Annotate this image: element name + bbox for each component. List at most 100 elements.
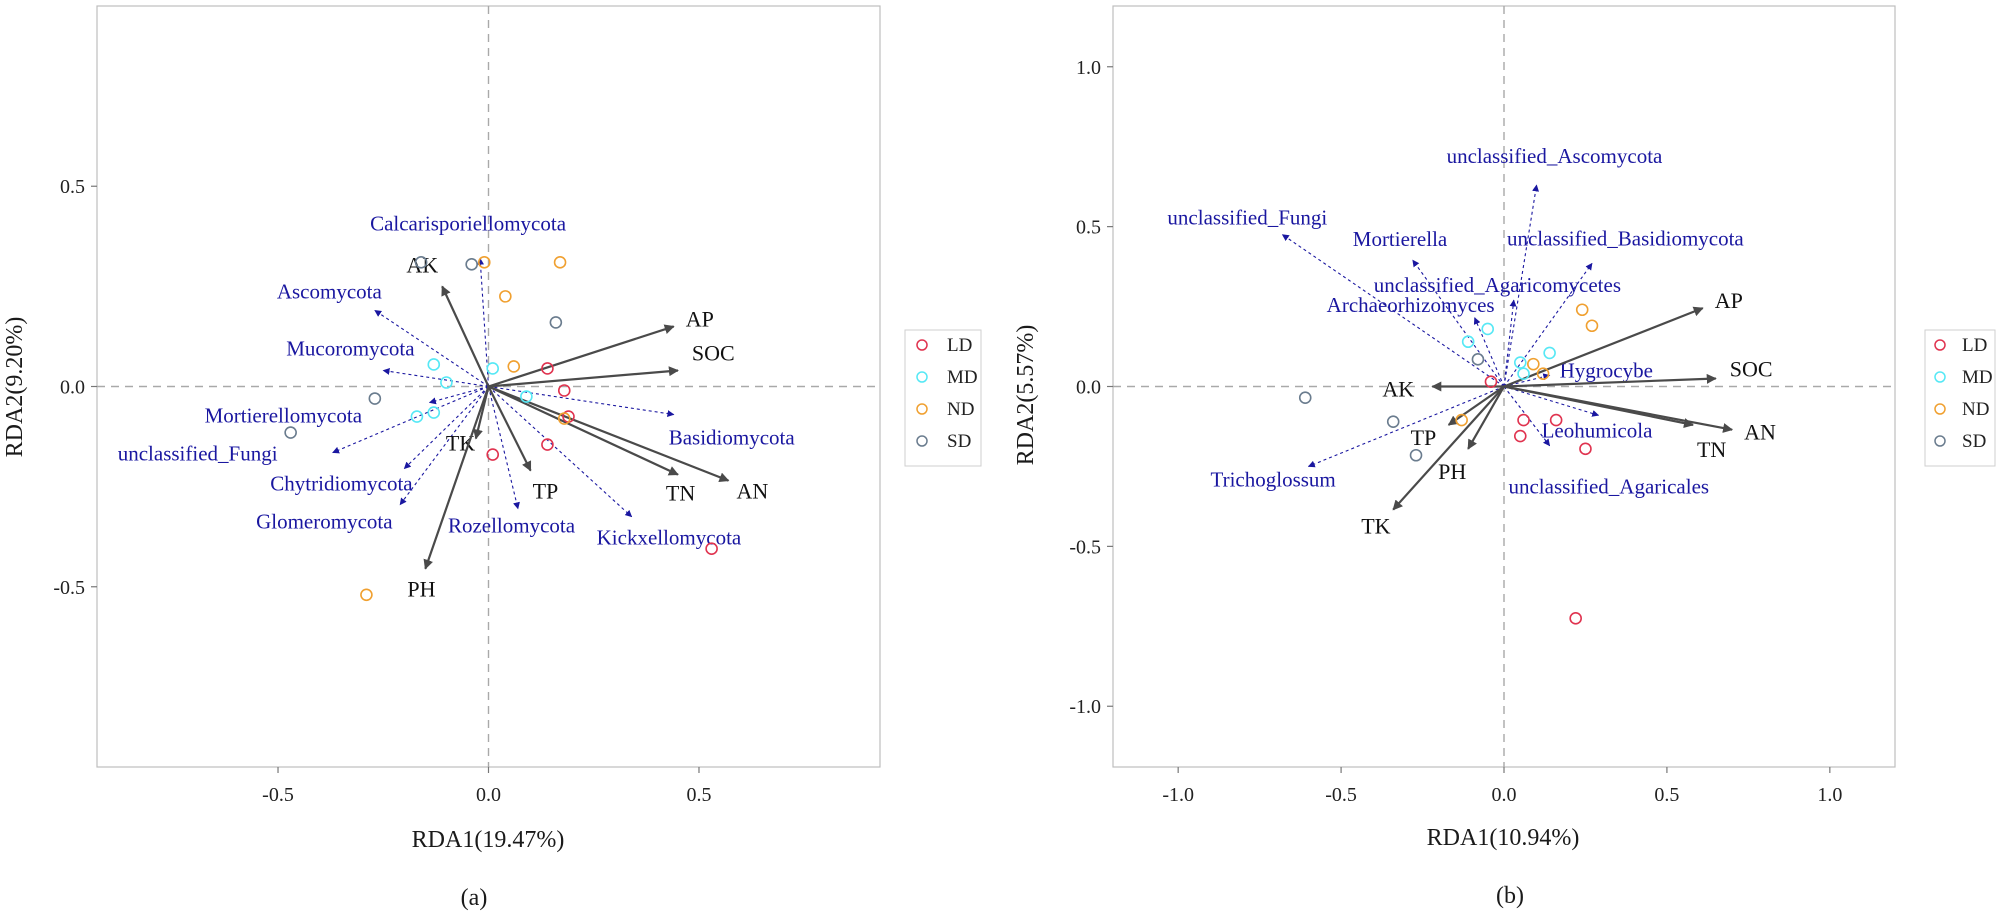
env-vector-tp	[487, 386, 532, 472]
legend-b-label-sd: SD	[1962, 431, 1986, 452]
point-nd	[1585, 319, 1599, 333]
panel-a-ylabel: RDA2(9.20%)	[2, 317, 28, 458]
env-vector-ph	[1467, 385, 1505, 450]
point-sd	[1298, 391, 1312, 404]
point-ld	[1484, 375, 1498, 389]
point-nd	[1575, 303, 1589, 317]
panel-b: -1.0 -0.5 0.0 0.5 1.0 -1.0 -0.5 0.0 0.5 1.0 uncla…	[1013, 5, 1996, 909]
species-label-unclassified-agaricales: unclassified_Agaricales	[1508, 474, 1709, 498]
panel-b-ylabel: RDA2(5.57%)	[1013, 325, 1039, 466]
species-label-unclassified-fungi: unclassified_Fungi	[118, 442, 278, 466]
env-label-tk: TK	[1361, 514, 1390, 539]
env-label-tp: TP	[1411, 425, 1437, 450]
species-vector-unclassified-fungi	[332, 385, 489, 454]
point-md	[1513, 356, 1527, 369]
panel-b-ytick-label: -1.0	[1069, 696, 1101, 718]
point-sd	[465, 258, 478, 271]
species-vector-basidiomycota	[488, 385, 675, 418]
legend-b-label-md: MD	[1962, 367, 1993, 388]
point-ld	[486, 448, 500, 461]
point-md	[1543, 346, 1556, 360]
env-vector-tp	[1447, 385, 1505, 426]
legend-a-label-ld: LD	[947, 335, 972, 356]
env-vector-tn	[488, 385, 679, 476]
point-ld	[1513, 429, 1527, 443]
panel-b-xtick-label: 0.0	[1492, 784, 1517, 806]
env-label-ph: PH	[1438, 459, 1466, 484]
point-sd	[368, 392, 382, 405]
point-nd	[499, 290, 512, 303]
point-sd	[414, 256, 428, 269]
point-md	[1517, 367, 1530, 381]
panel-b-xtick-label: 0.5	[1654, 784, 1679, 806]
species-label-trichoglossum: Trichoglossum	[1211, 467, 1336, 491]
species-vector-mortierella	[1412, 259, 1505, 387]
env-label-tn: TN	[666, 481, 695, 506]
env-label-tn: TN	[1697, 437, 1726, 462]
species-label-hygrocybe: Hygrocybe	[1560, 358, 1653, 382]
species-vector-archaeorhizomyces	[1473, 317, 1505, 387]
env-vector-ph	[423, 386, 490, 570]
panel-a: -0.5 0.0 0.5 -0.5 0.0 0.5 Calcarisporiellomyc…	[2, 5, 982, 911]
panel-b-xtick-label: -0.5	[1325, 784, 1357, 806]
point-md	[1481, 322, 1495, 336]
panel-a-legend: LD MD ND SD	[904, 329, 982, 467]
species-label-leohumicola: Leohumicola	[1542, 419, 1653, 443]
panel-b-ytick-label: -0.5	[1069, 536, 1101, 558]
point-nd	[1536, 367, 1550, 381]
species-label-glomeromycota: Glomeromycota	[256, 510, 393, 534]
point-md	[427, 406, 441, 419]
panel-a-xlabel: RDA1(19.47%)	[412, 827, 565, 853]
env-label-ak: AK	[406, 252, 438, 277]
panel-b-ytick-label: 0.5	[1076, 217, 1101, 239]
species-label-mortierella: Mortierella	[1353, 227, 1448, 251]
point-md	[440, 376, 453, 389]
legend-a-label-sd: SD	[947, 431, 971, 452]
point-ld	[1569, 612, 1582, 625]
species-label-calcarisporiellomycota: Calcarisporiellomycota	[370, 211, 567, 235]
species-label-unclassified-basidiomycota: unclassified_Basidiomycota	[1507, 226, 1744, 250]
point-nd	[507, 360, 521, 373]
point-ld	[557, 384, 571, 397]
point-nd	[557, 412, 571, 425]
point-md	[410, 410, 424, 423]
species-label-unclassified-fungi: unclassified_Fungi	[1167, 206, 1327, 230]
point-nd	[477, 256, 491, 269]
env-vector-ap	[488, 324, 675, 388]
panel-b-xtick-label: -1.0	[1162, 784, 1194, 806]
species-label-unclassified-agaricomycetes: unclassified_Agaricomycetes	[1374, 273, 1621, 297]
env-vector-an	[1503, 385, 1734, 433]
point-sd	[549, 316, 563, 329]
panel-b-legend: LD MD ND SD	[1924, 329, 1996, 467]
point-ld	[1549, 413, 1563, 427]
env-label-soc: SOC	[1730, 357, 1773, 382]
point-nd	[1455, 413, 1468, 427]
legend-b-marker-md	[1934, 371, 1946, 383]
env-label-ap: AP	[1715, 288, 1743, 313]
species-vector-unclassified-fungi	[1281, 234, 1505, 387]
species-vector-rozellomycota	[487, 386, 520, 510]
legend-b-marker-nd	[1934, 403, 1946, 415]
species-vector-glomeromycota	[399, 386, 489, 506]
env-label-an: AN	[1744, 420, 1776, 445]
env-vector-tk	[1392, 385, 1505, 511]
species-label-mucoromycota: Mucoromycota	[286, 336, 415, 360]
point-sd	[1386, 415, 1400, 428]
point-ld	[705, 542, 718, 556]
species-vector-trichoglossum	[1307, 385, 1505, 468]
species-label-rozellomycota: Rozellomycota	[448, 514, 576, 538]
species-label-unclassified-ascomycota: unclassified_Ascomycota	[1447, 144, 1663, 168]
species-label-mortierellomycota: Mortierellomycota	[205, 404, 363, 428]
point-md	[427, 358, 441, 371]
panel-a-ytick-label: 0.5	[60, 176, 85, 198]
point-nd	[1527, 357, 1540, 371]
env-vector-ak	[441, 285, 490, 387]
panel-b-ytick-label: 1.0	[1076, 57, 1101, 79]
legend-b-frame	[1924, 329, 1996, 467]
point-sd	[284, 426, 297, 439]
env-vector-soc	[1503, 373, 1717, 388]
species-vector-mortierellomycota	[428, 385, 489, 405]
point-nd	[553, 256, 567, 269]
species-label-ascomycota: Ascomycota	[277, 279, 383, 303]
